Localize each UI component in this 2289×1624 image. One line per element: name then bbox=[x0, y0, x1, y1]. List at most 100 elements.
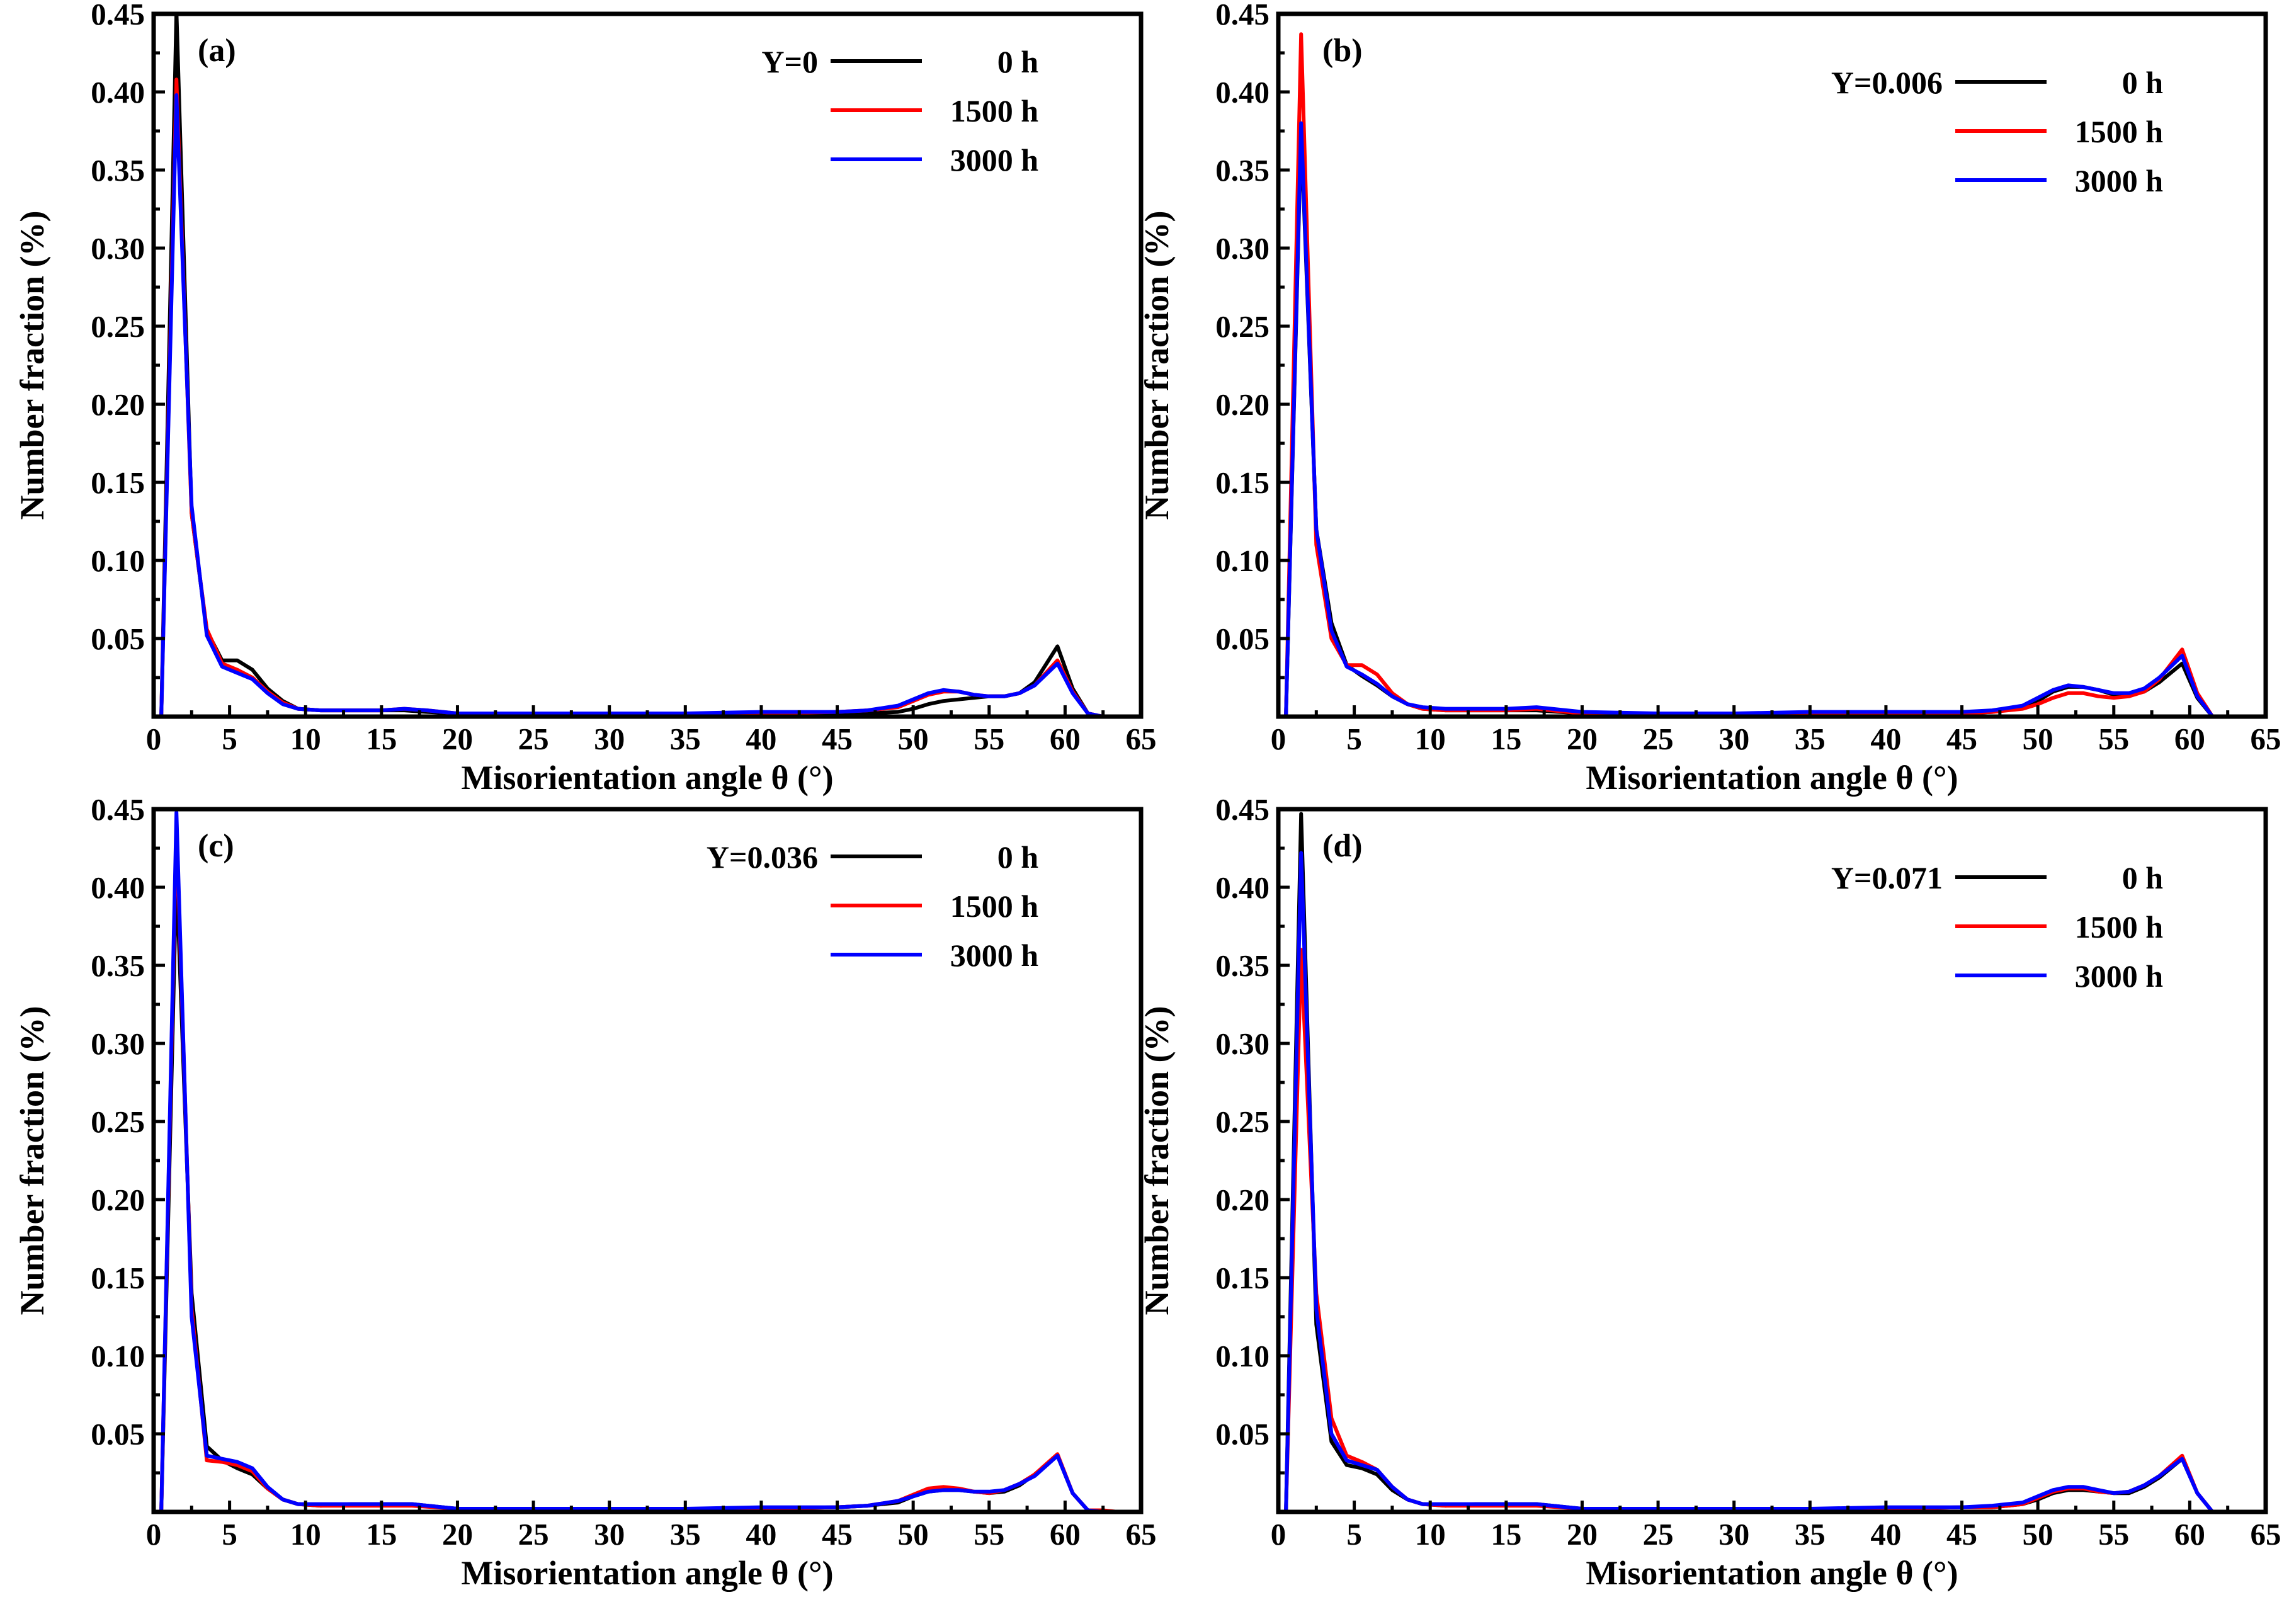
y-tick-label: 0.10 bbox=[91, 543, 145, 578]
legend-entry: 1500 h bbox=[950, 93, 1039, 128]
x-tick-label: 35 bbox=[670, 722, 701, 756]
x-tick-label: 25 bbox=[1643, 722, 1674, 756]
x-tick-label: 5 bbox=[1346, 722, 1362, 756]
legend-entry: 1500 h bbox=[2075, 114, 2164, 149]
x-tick-label: 40 bbox=[746, 722, 776, 756]
y-axis-title: Number fraction (%) bbox=[13, 211, 51, 520]
panel-label: (c) bbox=[198, 828, 234, 864]
y-axis-title: Number fraction (%) bbox=[1138, 1006, 1176, 1315]
panel-label: (b) bbox=[1322, 33, 1363, 69]
x-tick-label: 20 bbox=[442, 1517, 473, 1552]
chart-panel-c: 0 5 10 15 20 25 30 35 40 45 50 55 60 65 0.05 0.10 0.15 0.… bbox=[13, 792, 1157, 1592]
series-line-1500h bbox=[1284, 32, 2215, 717]
legend-entry: 0 h bbox=[2122, 65, 2164, 100]
legend-entry: 3000 h bbox=[2075, 163, 2164, 198]
y-tick-label: 0.40 bbox=[1215, 870, 1269, 905]
y-tick-label: 0.05 bbox=[1215, 1417, 1269, 1451]
y-tick-label: 0.15 bbox=[1215, 465, 1269, 500]
x-tick-label: 10 bbox=[290, 722, 321, 756]
y-tick-label: 0.20 bbox=[1215, 1183, 1269, 1217]
series-line-3000h bbox=[1284, 851, 2243, 1512]
composition-label: Y=0 bbox=[761, 44, 818, 79]
y-tick-label: 0.35 bbox=[1215, 153, 1269, 188]
x-tick-label: 50 bbox=[2023, 1517, 2053, 1552]
y-tick-label: 0.30 bbox=[1215, 1026, 1269, 1061]
legend-entry: 3000 h bbox=[950, 142, 1039, 178]
y-tick-label: 0.20 bbox=[91, 387, 145, 422]
y-tick-label: 0.10 bbox=[91, 1339, 145, 1373]
x-tick-label: 0 bbox=[1271, 722, 1286, 756]
x-axis-title: Misorientation angle θ (°) bbox=[1586, 1554, 1958, 1592]
x-tick-label: 15 bbox=[366, 1517, 397, 1552]
panel-label: (a) bbox=[198, 33, 236, 69]
x-tick-label: 45 bbox=[1946, 1517, 1977, 1552]
x-tick-label: 15 bbox=[1491, 722, 1521, 756]
y-tick-label: 0.45 bbox=[1215, 792, 1269, 827]
x-tick-label: 30 bbox=[594, 1517, 625, 1552]
y-axis-title: Number fraction (%) bbox=[13, 1006, 51, 1315]
y-tick-label: 0.30 bbox=[1215, 231, 1269, 266]
series-line-1500h bbox=[159, 822, 1119, 1512]
composition-label: Y=0.071 bbox=[1831, 860, 1943, 895]
x-tick-label: 5 bbox=[1346, 1517, 1362, 1552]
y-tick-label: 0.05 bbox=[91, 622, 145, 656]
composition-label: Y=0.036 bbox=[707, 839, 818, 875]
y-tick-label: 0.30 bbox=[91, 1026, 145, 1061]
x-tick-label: 10 bbox=[290, 1517, 321, 1552]
x-tick-label: 35 bbox=[1795, 1517, 1826, 1552]
x-tick-label: 55 bbox=[2098, 1517, 2129, 1552]
y-tick-label: 0.15 bbox=[1215, 1261, 1269, 1295]
x-tick-label: 25 bbox=[518, 722, 549, 756]
x-tick-label: 25 bbox=[518, 1517, 549, 1552]
x-tick-label: 0 bbox=[1271, 1517, 1286, 1552]
y-tick-label: 0.45 bbox=[1215, 0, 1269, 31]
x-axis-title: Misorientation angle θ (°) bbox=[461, 759, 833, 797]
x-tick-label: 50 bbox=[898, 722, 929, 756]
x-tick-label: 20 bbox=[442, 722, 473, 756]
y-tick-label: 0.25 bbox=[1215, 1104, 1269, 1139]
y-tick-label: 0.15 bbox=[91, 465, 145, 500]
y-tick-label: 0.35 bbox=[1215, 948, 1269, 983]
y-tick-label: 0.10 bbox=[1215, 1339, 1269, 1373]
y-axis-title: Number fraction (%) bbox=[1138, 211, 1176, 520]
x-tick-label: 40 bbox=[1870, 1517, 1901, 1552]
x-tick-label: 5 bbox=[222, 1517, 237, 1552]
x-tick-label: 55 bbox=[2098, 722, 2129, 756]
y-tick-label: 0.40 bbox=[91, 75, 145, 110]
series-line-1500h bbox=[1284, 948, 2243, 1512]
legend-entry: 3000 h bbox=[2075, 958, 2164, 994]
x-axis-title: Misorientation angle θ (°) bbox=[1586, 759, 1958, 797]
x-axis-title: Misorientation angle θ (°) bbox=[461, 1554, 833, 1592]
x-tick-label: 25 bbox=[1643, 1517, 1674, 1552]
x-tick-label: 60 bbox=[2174, 1517, 2205, 1552]
y-tick-label: 0.45 bbox=[91, 0, 145, 31]
x-tick-label: 30 bbox=[594, 722, 625, 756]
legend-entry: 0 h bbox=[2122, 860, 2164, 895]
series-line-3000h bbox=[1284, 121, 2214, 717]
y-tick-label: 0.35 bbox=[91, 153, 145, 188]
y-tick-label: 0.10 bbox=[1215, 543, 1269, 578]
composition-label: Y=0.006 bbox=[1831, 65, 1943, 100]
x-tick-label: 0 bbox=[146, 1517, 162, 1552]
series-line-3000h bbox=[159, 93, 1104, 717]
y-tick-label: 0.40 bbox=[1215, 75, 1269, 110]
x-tick-label: 35 bbox=[1795, 722, 1826, 756]
x-tick-label: 20 bbox=[1567, 722, 1598, 756]
x-tick-label: 30 bbox=[1718, 1517, 1749, 1552]
x-tick-label: 10 bbox=[1415, 722, 1446, 756]
chart-panel-b: 0 5 10 15 20 25 30 35 40 45 50 55 60 65 0.05 0.10 0.15 0.… bbox=[1138, 0, 2281, 797]
x-tick-label: 45 bbox=[822, 1517, 853, 1552]
x-tick-label: 10 bbox=[1415, 1517, 1446, 1552]
x-tick-label: 30 bbox=[1718, 722, 1749, 756]
legend-entry: 0 h bbox=[997, 44, 1039, 79]
x-tick-label: 35 bbox=[670, 1517, 701, 1552]
x-tick-label: 50 bbox=[898, 1517, 929, 1552]
y-tick-label: 0.40 bbox=[91, 870, 145, 905]
x-tick-label: 65 bbox=[1126, 722, 1157, 756]
x-tick-label: 45 bbox=[1946, 722, 1977, 756]
x-tick-label: 60 bbox=[1050, 1517, 1081, 1552]
x-tick-label: 15 bbox=[366, 722, 397, 756]
y-tick-label: 0.20 bbox=[91, 1183, 145, 1217]
x-tick-label: 60 bbox=[2174, 722, 2205, 756]
x-tick-label: 40 bbox=[1870, 722, 1901, 756]
